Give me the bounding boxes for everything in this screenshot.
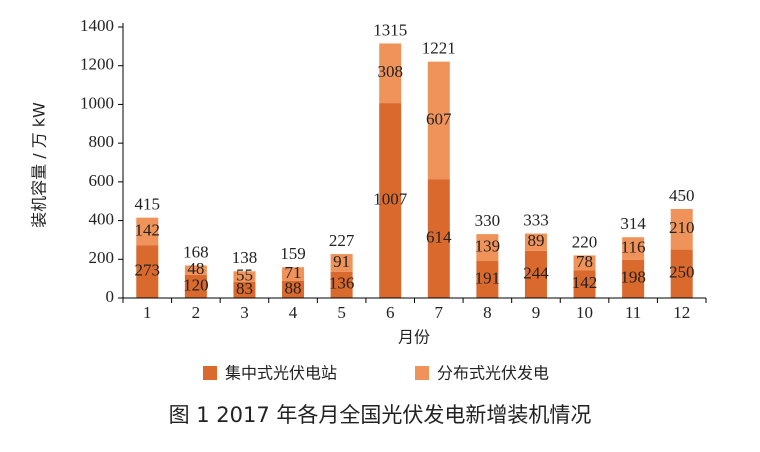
- bar-segment: [524, 250, 547, 298]
- data-label: 244: [523, 263, 549, 282]
- total-label: 330: [475, 211, 501, 230]
- bar-segment: [136, 217, 159, 246]
- data-label: 1007: [373, 189, 408, 208]
- total-label: 168: [183, 242, 209, 261]
- bar-segment: [330, 271, 353, 298]
- data-label: 142: [135, 220, 161, 239]
- total-label: 159: [280, 244, 306, 263]
- y-tick-label: 400: [89, 209, 115, 228]
- data-label: 83: [236, 279, 253, 298]
- data-label: 89: [527, 231, 544, 250]
- data-label: 48: [187, 259, 204, 278]
- data-label: 198: [620, 268, 646, 287]
- total-label: 220: [572, 232, 598, 251]
- y-tick-label: 600: [89, 171, 115, 190]
- data-label: 191: [475, 268, 501, 287]
- x-tick-label: 10: [576, 303, 593, 322]
- x-tick-label: 2: [192, 303, 201, 322]
- x-tick-label: 3: [240, 303, 249, 322]
- bar-segment: [573, 270, 596, 298]
- x-tick-label: 7: [435, 303, 444, 322]
- data-label: 308: [377, 62, 403, 81]
- data-label: 210: [669, 218, 695, 237]
- x-tick-label: 12: [673, 303, 690, 322]
- y-tick-label: 1200: [80, 55, 114, 74]
- bar-segment: [524, 233, 547, 251]
- bar-segment: [233, 271, 256, 282]
- total-label: 415: [135, 195, 161, 214]
- x-tick-label: 9: [532, 303, 541, 322]
- bar-segment: [282, 267, 305, 281]
- x-tick-label: 8: [483, 303, 492, 322]
- data-label: 250: [669, 263, 695, 282]
- bar-segment: [184, 274, 207, 298]
- data-label: 607: [426, 109, 452, 128]
- y-tick-label: 1000: [80, 93, 114, 112]
- bar-segment: [476, 261, 499, 298]
- bar-segment: [670, 208, 693, 250]
- total-label: 138: [232, 248, 258, 267]
- x-tick-label: 11: [625, 303, 641, 322]
- total-label: 450: [669, 186, 695, 205]
- data-label: 136: [329, 274, 355, 293]
- data-label: 91: [333, 252, 350, 271]
- bar-segment: [670, 249, 693, 298]
- legend-label: 分布式光伏发电: [437, 364, 549, 383]
- y-tick-label: 800: [89, 132, 115, 151]
- y-tick-label: 1400: [80, 16, 114, 35]
- bar-segment: [476, 234, 499, 262]
- bar-segment: [330, 254, 353, 272]
- bar-segment: [427, 179, 450, 298]
- bar-segment: [282, 280, 305, 298]
- data-label: 273: [135, 260, 161, 279]
- bar-segment: [622, 237, 645, 260]
- bar-segment: [379, 43, 402, 104]
- legend-label: 集中式光伏电站: [225, 364, 337, 383]
- bar-segment: [622, 259, 645, 298]
- total-label: 314: [620, 214, 646, 233]
- total-label: 1315: [373, 20, 407, 39]
- chart-caption: 图 1 2017 年各月全国光伏发电新增装机情况: [169, 403, 592, 427]
- y-tick-label: 0: [106, 287, 115, 306]
- legend-swatch: [203, 366, 217, 380]
- bar-segment: [379, 103, 402, 298]
- legend-swatch: [415, 366, 429, 380]
- bar-segment: [136, 245, 159, 298]
- x-tick-label: 6: [386, 303, 395, 322]
- data-label: 614: [426, 227, 452, 246]
- y-axis-label: 装机容量 / 万 kW: [30, 102, 49, 228]
- total-label: 1221: [422, 39, 456, 58]
- total-label: 333: [523, 210, 549, 229]
- bar-segment: [573, 255, 596, 271]
- y-tick-label: 200: [89, 248, 115, 267]
- x-tick-label: 4: [289, 303, 298, 322]
- data-label: 71: [285, 263, 302, 282]
- data-label: 88: [285, 278, 302, 297]
- data-label: 116: [621, 237, 646, 256]
- x-tick-label: 5: [337, 303, 346, 322]
- bar-segment: [184, 265, 207, 275]
- data-label: 142: [572, 273, 598, 292]
- x-axis-label: 月份: [398, 328, 430, 347]
- x-tick-label: 1: [143, 303, 152, 322]
- data-label: 120: [183, 275, 209, 294]
- bar-segment: [427, 61, 450, 180]
- bar-segment: [233, 281, 256, 298]
- data-label: 78: [576, 252, 593, 271]
- data-label: 139: [475, 236, 501, 255]
- data-label: 55: [236, 266, 253, 285]
- total-label: 227: [329, 231, 355, 250]
